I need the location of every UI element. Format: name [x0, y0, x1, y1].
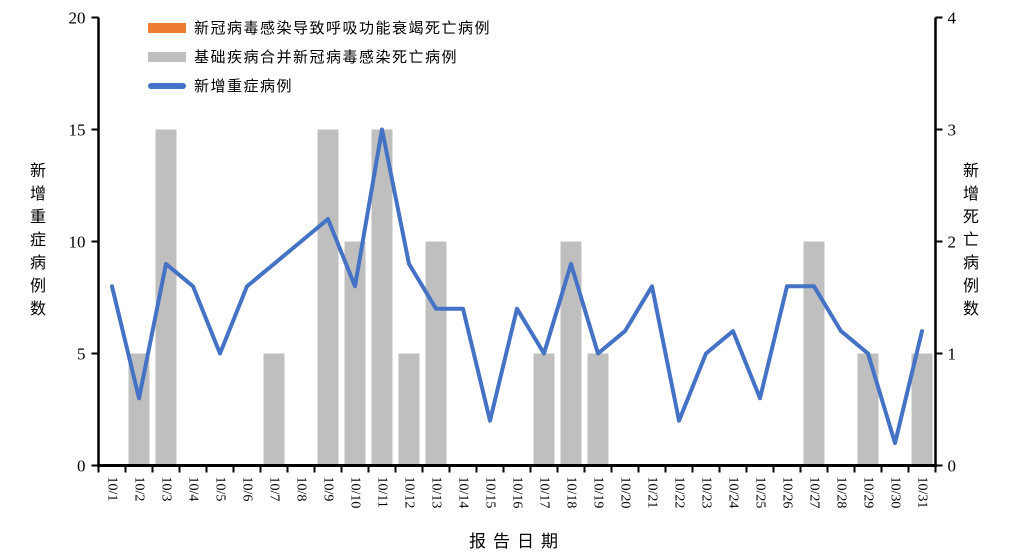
x-tick-label-10/11: 10/11: [375, 477, 390, 508]
x-tick-label-10/9: 10/9: [321, 477, 336, 502]
death-bar-10/31: [911, 353, 933, 466]
legend-swatch-blue-line: [148, 82, 186, 89]
x-tick-label-10/12: 10/12: [402, 477, 417, 509]
right-axis-tick-label: 1: [948, 345, 957, 364]
severe-cases-line: [110, 127, 924, 446]
legend-swatch-gray-bar: [148, 51, 186, 62]
x-tick-label-10/4: 10/4: [186, 477, 201, 502]
x-tick-label-10/22: 10/22: [672, 477, 687, 509]
death-bar-10/19: [587, 353, 609, 466]
legend-item-underlying-disease-deaths: 基础疾病合并新冠病毒感染死亡病例: [148, 42, 491, 71]
right-y-axis-title: 新增死亡病例数: [960, 162, 977, 323]
death-bar-10/13: [425, 241, 447, 466]
death-bar-10/9: [317, 129, 339, 466]
x-tick-label-10/10: 10/10: [348, 477, 363, 509]
x-tick-label-10/21: 10/21: [645, 477, 660, 509]
x-tick-label-10/17: 10/17: [537, 477, 552, 509]
legend: 新冠病毒感染导致呼吸功能衰竭死亡病例 基础疾病合并新冠病毒感染死亡病例 新增重症…: [148, 13, 491, 100]
right-axis-tick-label: 4: [948, 9, 957, 28]
legend-label: 基础疾病合并新冠病毒感染死亡病例: [194, 50, 459, 66]
x-tick-label-10/18: 10/18: [564, 477, 579, 509]
x-tick-label-10/27: 10/27: [807, 477, 822, 509]
x-tick-label-10/13: 10/13: [429, 477, 444, 509]
x-tick-label-10/24: 10/24: [726, 477, 741, 509]
x-tick-label-10/26: 10/26: [780, 477, 795, 509]
legend-item-respiratory-failure-deaths: 新冠病毒感染导致呼吸功能衰竭死亡病例: [148, 13, 491, 42]
left-axis-tick-label: 10: [69, 233, 86, 252]
legend-label: 新增重症病例: [194, 79, 294, 95]
right-axis-tick-label: 3: [948, 121, 957, 140]
x-axis-title: 报告日期: [469, 532, 565, 551]
x-tick-label-10/20: 10/20: [618, 477, 633, 509]
death-bar-10/7: [263, 353, 285, 466]
x-tick-label-10/5: 10/5: [213, 477, 228, 502]
legend-swatch-orange-bar: [148, 22, 186, 33]
x-tick-label-10/29: 10/29: [861, 477, 876, 509]
left-y-axis-title: 新增重症病例数: [27, 162, 44, 323]
x-tick-label-10/3: 10/3: [159, 477, 174, 502]
x-tick-label-10/31: 10/31: [915, 477, 930, 509]
death-bar-10/12: [398, 353, 420, 466]
legend-item-new-severe-cases: 新增重症病例: [148, 71, 491, 100]
x-tick-label-10/8: 10/8: [294, 477, 309, 502]
x-tick-label-10/7: 10/7: [267, 477, 282, 502]
death-bar-10/27: [803, 241, 825, 466]
left-axis-tick-label: 20: [69, 9, 86, 28]
x-tick-label-10/2: 10/2: [132, 477, 147, 502]
right-axis-tick-label: 2: [948, 233, 957, 252]
death-bar-10/11: [371, 129, 393, 466]
x-tick-label-10/15: 10/15: [483, 477, 498, 509]
x-tick-label-10/28: 10/28: [834, 477, 849, 509]
legend-label: 新冠病毒感染导致呼吸功能衰竭死亡病例: [194, 21, 492, 37]
death-bar-10/17: [533, 353, 555, 466]
x-tick-label-10/19: 10/19: [591, 477, 606, 509]
x-tick-label-10/6: 10/6: [240, 477, 255, 502]
death-bar-10/3: [155, 129, 177, 466]
x-tick-label-10/14: 10/14: [456, 477, 471, 509]
left-axis-tick-label: 15: [69, 121, 86, 140]
left-axis-tick-label: 0: [77, 457, 86, 476]
x-tick-label-10/30: 10/30: [888, 477, 903, 509]
x-tick-label-10/16: 10/16: [510, 477, 525, 509]
x-tick-label-10/25: 10/25: [753, 477, 768, 509]
x-tick-label-10/1: 10/1: [105, 477, 120, 502]
death-bar-10/18: [560, 241, 582, 466]
death-bar-10/29: [857, 353, 879, 466]
death-bar-10/10: [344, 241, 366, 466]
left-axis-tick-label: 5: [77, 345, 86, 364]
x-tick-label-10/23: 10/23: [699, 477, 714, 509]
right-axis-tick-label: 0: [948, 457, 957, 476]
